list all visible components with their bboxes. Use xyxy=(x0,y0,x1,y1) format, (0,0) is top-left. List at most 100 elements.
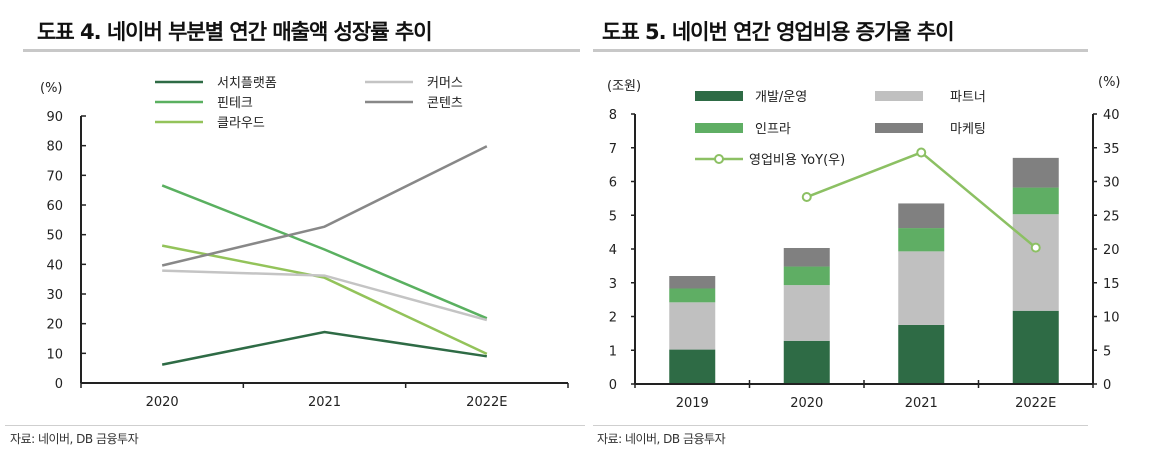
right-legend-item: 개발/운영 xyxy=(695,90,807,105)
left-chart-title: 도표 4. 네이버 부분별 연간 매출액 성장률 추이 xyxy=(37,20,433,44)
stacked-bar xyxy=(783,247,830,384)
left-source-divider xyxy=(5,425,585,426)
right-legend-label: 인프라 xyxy=(755,122,791,137)
left-y-tick-label: 70 xyxy=(46,169,63,184)
right-legend-label: 개발/운영 xyxy=(755,90,807,105)
right-y-tick-label: 3 xyxy=(609,277,617,292)
right-stacked-bar-chart: (조원) (%) 0 1 2 3 4 5 6 7 8 0 5 10 15 20 25 30 35 40 2019 2020… xyxy=(607,75,1121,411)
right-legend-label: 마케팅 xyxy=(950,122,986,137)
right-y-tick-label: 4 xyxy=(609,243,617,258)
bar-segment xyxy=(898,251,945,325)
right-y-tick-label: 0 xyxy=(609,378,617,393)
bar-segment xyxy=(1012,157,1059,188)
legend-marker-swatch xyxy=(714,154,724,164)
stacked-bar xyxy=(1012,157,1059,384)
left-y-tick-label: 80 xyxy=(46,140,63,155)
bar-segment xyxy=(1012,214,1059,311)
right-y-tick-label: 7 xyxy=(609,142,617,157)
right-source-note: 자료: 네이버, DB 금융투자 xyxy=(597,432,726,446)
right-y-tick-label: 2 xyxy=(609,311,617,326)
yoy-marker xyxy=(801,192,812,203)
left-legend-label: 클라우드 xyxy=(217,116,265,131)
right-y-tick-label: 5 xyxy=(609,209,617,224)
right-y2-tick-label: 40 xyxy=(1103,108,1120,123)
legend-box-swatch xyxy=(695,91,743,101)
left-y-tick-label: 60 xyxy=(46,199,63,214)
right-y-axis-unit: (조원) xyxy=(607,79,641,94)
bar-segment xyxy=(783,247,830,267)
right-legend-item: 마케팅 xyxy=(875,122,986,137)
left-y-tick-label: 0 xyxy=(55,377,63,392)
bar-segment xyxy=(898,203,945,229)
right-y2-tick-label: 10 xyxy=(1103,311,1120,326)
right-y-tick-label: 6 xyxy=(609,176,617,191)
right-x-tick-label: 2022E xyxy=(1015,396,1056,411)
left-legend-label: 핀테크 xyxy=(217,96,253,111)
right-y2-tick-label: 35 xyxy=(1103,142,1120,157)
left-title-divider xyxy=(23,49,580,52)
right-y2-tick-label: 25 xyxy=(1103,209,1120,224)
left-line-chart: (%) 0 10 20 30 40 50 60 70 80 90 2020 2021 2022E 서치플랫폼… xyxy=(40,76,569,410)
left-y-tick-label: 40 xyxy=(46,258,63,273)
bar-segment xyxy=(669,288,716,303)
left-x-tick-label: 2022E xyxy=(466,395,507,410)
right-y2-tick-label: 0 xyxy=(1103,378,1111,393)
stacked-bar xyxy=(898,203,945,384)
bar-segment xyxy=(669,302,716,350)
legend-box-swatch xyxy=(875,123,923,133)
right-y-tick-label: 8 xyxy=(609,108,617,123)
left-y-tick-label: 30 xyxy=(46,288,63,303)
yoy-marker xyxy=(916,147,927,158)
left-series-line xyxy=(161,330,488,366)
left-y-tick-label: 20 xyxy=(46,318,63,333)
right-y2-tick-label: 30 xyxy=(1103,176,1120,191)
left-chart-panel: 도표 4. 네이버 부분별 연간 매출액 성장률 추이 (%) 0 10 20 30 40… xyxy=(0,0,585,458)
right-y2-tick-label: 15 xyxy=(1103,277,1120,292)
left-legend-item: 서치플랫폼 xyxy=(155,76,277,91)
bar-segment xyxy=(783,266,830,286)
left-legend-item: 클라우드 xyxy=(155,116,265,131)
left-series-line xyxy=(161,184,488,320)
left-legend-item: 콘텐츠 xyxy=(365,96,463,111)
bar-segment xyxy=(669,349,716,384)
right-x-tick-label: 2020 xyxy=(790,396,823,411)
left-source-note: 자료: 네이버, DB 금융투자 xyxy=(10,432,139,446)
left-y-tick-label: 10 xyxy=(46,347,63,362)
bar-segment xyxy=(898,324,945,384)
bar-segment xyxy=(1012,187,1059,215)
right-legend-label: 파트너 xyxy=(950,90,986,105)
left-series-line xyxy=(161,145,488,267)
yoy-marker xyxy=(1030,242,1041,253)
right-y2-tick-label: 20 xyxy=(1103,243,1120,258)
right-legend-label: 영업비용 YoY(우) xyxy=(749,153,845,168)
right-legend-item: 파트너 xyxy=(875,90,986,105)
right-chart-panel: 도표 5. 네이번 연간 영업비용 증가율 추이 (조원) (%) 0 1 2 3 4 5 6 7… xyxy=(590,0,1171,458)
bar-segment xyxy=(669,276,716,289)
left-legend-item: 핀테크 xyxy=(155,96,253,111)
right-x-tick-label: 2019 xyxy=(676,396,709,411)
left-series-line xyxy=(161,244,488,356)
right-y2-axis-unit: (%) xyxy=(1098,75,1121,90)
stacked-bar xyxy=(669,276,716,384)
right-legend-item-yoy: 영업비용 YoY(우) xyxy=(695,153,845,168)
bar-segment xyxy=(783,340,830,384)
left-y-axis-unit: (%) xyxy=(40,81,63,96)
left-legend-item: 커머스 xyxy=(365,76,463,91)
right-y-tick-label: 1 xyxy=(609,344,617,359)
left-legend-label: 콘텐츠 xyxy=(427,96,463,111)
left-y-tick-label: 90 xyxy=(46,110,63,125)
legend-box-swatch xyxy=(875,91,923,101)
left-y-tick-label: 50 xyxy=(46,229,63,244)
bar-segment xyxy=(1012,310,1059,384)
bar-segment xyxy=(898,228,945,252)
left-legend-label: 커머스 xyxy=(427,76,463,91)
right-source-divider xyxy=(593,425,1088,426)
left-x-tick-label: 2021 xyxy=(308,395,341,410)
bar-segment xyxy=(783,285,830,341)
left-x-tick-label: 2020 xyxy=(146,395,179,410)
left-legend-label: 서치플랫폼 xyxy=(217,76,277,91)
right-chart-title: 도표 5. 네이번 연간 영업비용 증가율 추이 xyxy=(602,20,955,44)
legend-box-swatch xyxy=(695,123,743,133)
right-legend-item: 인프라 xyxy=(695,122,791,137)
right-x-tick-label: 2021 xyxy=(905,396,938,411)
